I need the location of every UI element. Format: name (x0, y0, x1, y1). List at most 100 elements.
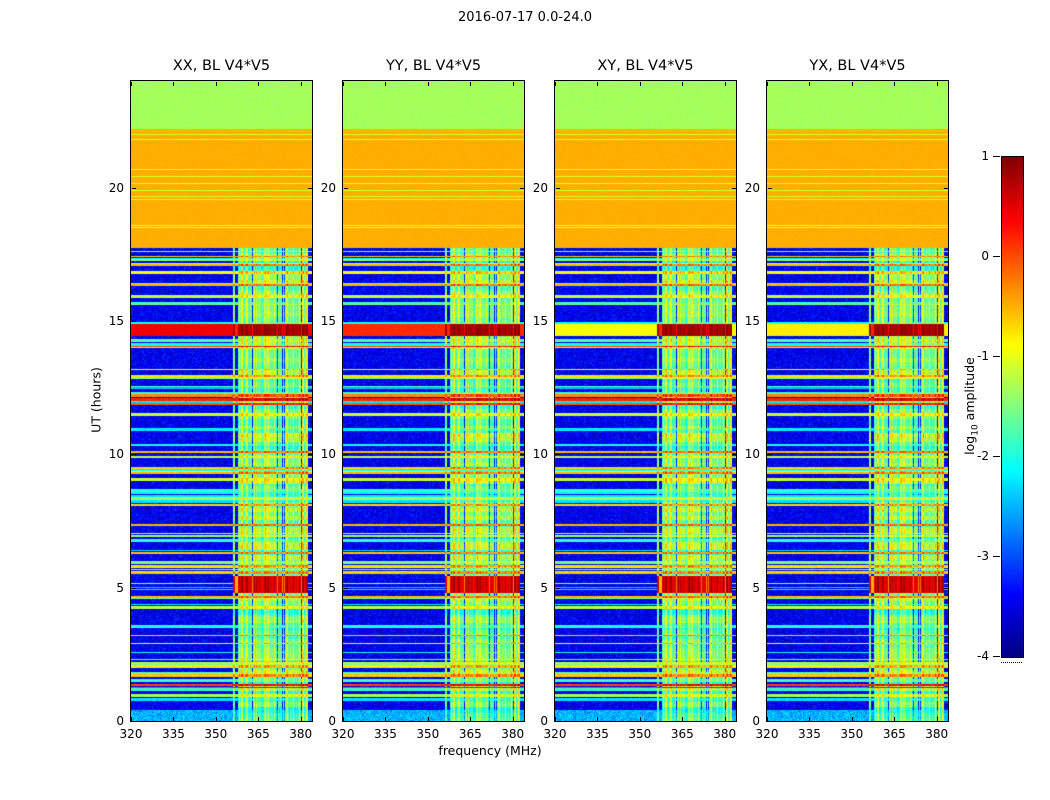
tick-mark (732, 721, 736, 722)
tick-mark (470, 717, 472, 721)
colorbar-tick-mark (993, 656, 1000, 657)
colorbar-label-sub: 10 (970, 424, 981, 436)
tick-mark (132, 721, 136, 722)
x-tick-label: 335 (797, 727, 821, 741)
colorbar-tick-mark (993, 456, 1000, 457)
tick-mark (344, 721, 348, 722)
heatmap-canvas-1 (131, 81, 312, 721)
tick-mark (343, 717, 344, 721)
heatmap-panel: YX, BL V4*V5 (766, 58, 949, 722)
x-tick-label: 350 (628, 727, 652, 741)
x-tick-label: 365 (882, 727, 906, 741)
colorbar-tick-mark (993, 356, 1000, 357)
x-tick-label: 320 (755, 727, 779, 741)
tick-mark (809, 717, 811, 721)
panel-title: YY, BL V4*V5 (385, 58, 482, 74)
y-tick-label: 20 (320, 180, 336, 195)
figure-title: 2016-07-17 0.0-24.0 (458, 10, 592, 25)
tick-mark (556, 187, 560, 189)
colorbar-tick-label: -4 (977, 649, 989, 663)
x-tick-label: 320 (119, 727, 143, 741)
tick-mark (732, 187, 736, 189)
x-tick-label: 335 (161, 727, 185, 741)
tick-mark (520, 587, 524, 589)
tick-mark (556, 721, 560, 722)
x-tick-label: 350 (416, 727, 440, 741)
x-tick-label: 320 (543, 727, 567, 741)
y-tick-label: 15 (320, 314, 336, 328)
colorbar-label: log10 amplitude (962, 357, 981, 455)
colorbar-dotted-line (1001, 662, 1022, 663)
y-tick-label: 20 (108, 180, 124, 195)
tick-mark (173, 82, 175, 86)
tick-mark (809, 82, 811, 86)
heatmap-panel: YY, BL V4*V5 (342, 58, 525, 722)
x-tick-label: 380 (501, 727, 525, 741)
tick-mark (132, 587, 136, 589)
tick-mark (732, 587, 736, 589)
tick-mark (944, 587, 948, 589)
tick-mark (520, 187, 524, 189)
tick-mark (385, 717, 387, 721)
tick-mark (936, 717, 938, 721)
tick-mark (344, 187, 348, 189)
y-tick-label: 20 (744, 180, 760, 195)
y-tick-label: 5 (328, 580, 336, 595)
tick-mark (308, 454, 312, 456)
tick-mark (215, 82, 217, 86)
tick-mark (344, 454, 348, 456)
colorbar-tick-label: -1 (977, 349, 989, 363)
tick-mark (308, 721, 312, 722)
x-tick-label: 335 (585, 727, 609, 741)
y-tick-label: 0 (540, 714, 548, 728)
heatmap-canvas-4 (767, 81, 948, 721)
tick-mark (308, 587, 312, 589)
tick-mark (300, 717, 302, 721)
tick-mark (597, 82, 599, 86)
tick-mark (344, 587, 348, 589)
tick-mark (724, 82, 726, 86)
tick-mark (682, 717, 684, 721)
heatmap-canvas-3 (555, 81, 736, 721)
tick-mark (851, 82, 853, 86)
colorbar-tick-label: -3 (977, 549, 989, 563)
y-tick-label: 5 (116, 580, 124, 595)
y-tick-label: 0 (752, 714, 760, 728)
tick-mark (639, 717, 641, 721)
colorbar-label-suffix: amplitude (961, 357, 977, 425)
y-tick-label: 10 (108, 447, 124, 462)
tick-mark (132, 187, 136, 189)
x-tick-label: 365 (670, 727, 694, 741)
y-tick-label: 5 (752, 580, 760, 595)
tick-mark (470, 82, 472, 86)
tick-mark (520, 454, 524, 456)
x-tick-label: 320 (331, 727, 355, 741)
y-tick-label: 20 (532, 180, 548, 195)
x-tick-label: 365 (458, 727, 482, 741)
tick-mark (768, 321, 772, 322)
tick-mark (132, 454, 136, 456)
tick-mark (768, 721, 772, 722)
x-tick-label: 350 (204, 727, 228, 741)
tick-mark (894, 717, 896, 721)
tick-mark (894, 82, 896, 86)
colorbar (1001, 156, 1024, 658)
tick-mark (555, 717, 556, 721)
tick-mark (308, 321, 312, 322)
y-tick-label: 10 (320, 447, 336, 462)
tick-mark (639, 82, 641, 86)
tick-mark (385, 82, 387, 86)
tick-mark (520, 321, 524, 322)
tick-mark (258, 82, 260, 86)
x-tick-label: 380 (289, 727, 313, 741)
colorbar-tick-label: -2 (977, 449, 989, 463)
tick-mark (308, 187, 312, 189)
y-tick-label: 10 (744, 447, 760, 462)
tick-mark (768, 187, 772, 189)
tick-mark (768, 454, 772, 456)
colorbar-tick-label: 1 (981, 149, 989, 163)
colorbar-tick-mark (993, 256, 1000, 257)
colorbar-tick-label: 0 (981, 249, 989, 263)
tick-mark (597, 717, 599, 721)
x-tick-label: 350 (840, 727, 864, 741)
